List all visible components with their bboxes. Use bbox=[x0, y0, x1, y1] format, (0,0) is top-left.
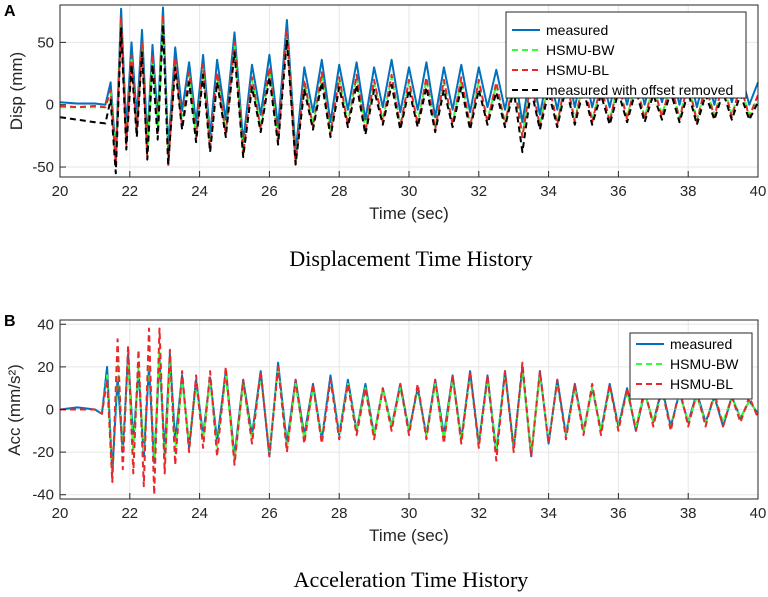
displacement-legend-label: HSMU-BL bbox=[546, 62, 609, 78]
displacement-caption: Displacement Time History bbox=[289, 246, 532, 271]
acceleration-y-tick-label: -20 bbox=[32, 444, 54, 461]
acceleration-x-tick-label: 22 bbox=[121, 505, 138, 522]
displacement-series-line-hsmu-bl bbox=[59, 14, 759, 168]
displacement-x-tick-label: 38 bbox=[680, 183, 697, 200]
displacement-x-tick-label: 26 bbox=[261, 183, 278, 200]
acceleration-x-tick-label: 38 bbox=[680, 505, 697, 522]
acceleration-x-tick-label: 28 bbox=[331, 505, 348, 522]
displacement-series-line-measured-with-offset-removed bbox=[59, 23, 759, 175]
acceleration-x-tick-label: 36 bbox=[610, 505, 627, 522]
displacement-x-tick-label: 20 bbox=[52, 183, 69, 200]
acceleration-x-tick-label: 40 bbox=[750, 505, 767, 522]
displacement-y-tick-label: 50 bbox=[37, 34, 54, 51]
acceleration-panel: B 20 22 24 26 28 30 32 34 36 38 40 -40 -20 0 20 40 Tim… bbox=[4, 313, 766, 592]
displacement-x-axis-label: Time (sec) bbox=[369, 204, 449, 223]
acceleration-x-tick-label: 30 bbox=[401, 505, 418, 522]
acceleration-y-axis-label: Acc (mm/s²) bbox=[5, 364, 24, 456]
displacement-legend-label: measured with offset removed bbox=[546, 82, 733, 98]
displacement-x-tick-label: 34 bbox=[540, 183, 557, 200]
acceleration-y-tick-label: 0 bbox=[46, 402, 54, 419]
displacement-legend: measured HSMU-BW HSMU-BL measured with offs… bbox=[505, 11, 747, 99]
displacement-x-ticks: 20 22 24 26 28 30 32 34 36 38 40 bbox=[52, 171, 767, 200]
displacement-x-tick-label: 40 bbox=[750, 183, 767, 200]
displacement-x-tick-label: 36 bbox=[610, 183, 627, 200]
acceleration-legend-label: measured bbox=[670, 336, 732, 352]
displacement-x-tick-label: 32 bbox=[470, 183, 487, 200]
acceleration-x-tick-label: 20 bbox=[52, 505, 69, 522]
displacement-x-tick-label: 28 bbox=[331, 183, 348, 200]
acceleration-series-line-hsmu-bl bbox=[60, 327, 759, 496]
acceleration-y-tick-label: -40 bbox=[32, 487, 54, 504]
displacement-legend-label: measured bbox=[546, 22, 608, 38]
displacement-y-ticks: -50 0 50 bbox=[32, 34, 66, 176]
displacement-y-axis-label: Disp (mm) bbox=[7, 52, 26, 130]
acceleration-y-ticks: -40 -20 0 20 40 bbox=[32, 316, 66, 504]
displacement-y-tick-label: -50 bbox=[32, 159, 54, 176]
acceleration-series-group bbox=[59, 327, 759, 496]
displacement-x-tick-label: 30 bbox=[401, 183, 418, 200]
acceleration-x-ticks: 20 22 24 26 28 30 32 34 36 38 40 bbox=[52, 493, 767, 522]
acceleration-y-tick-label: 20 bbox=[37, 359, 54, 376]
panel-a-letter: A bbox=[4, 3, 16, 20]
displacement-legend-box bbox=[505, 11, 747, 99]
displacement-y-tick-label: 0 bbox=[46, 97, 54, 114]
acceleration-legend-label: HSMU-BW bbox=[670, 356, 739, 372]
displacement-panel: A 20 22 24 26 28 30 32 34 36 38 40 -50 0 50 Time (se… bbox=[4, 3, 766, 271]
displacement-x-tick-label: 22 bbox=[121, 183, 138, 200]
acceleration-x-axis-label: Time (sec) bbox=[369, 526, 449, 545]
acceleration-x-tick-label: 26 bbox=[261, 505, 278, 522]
displacement-x-tick-label: 24 bbox=[191, 183, 208, 200]
acceleration-x-tick-label: 32 bbox=[470, 505, 487, 522]
acceleration-legend: measured HSMU-BW HSMU-BL bbox=[629, 332, 753, 400]
acceleration-legend-label: HSMU-BL bbox=[670, 376, 733, 392]
panel-b-letter: B bbox=[4, 313, 16, 330]
acceleration-caption: Acceleration Time History bbox=[294, 567, 529, 592]
acceleration-x-tick-label: 34 bbox=[540, 505, 557, 522]
acceleration-x-tick-label: 24 bbox=[191, 505, 208, 522]
acceleration-y-tick-label: 40 bbox=[37, 316, 54, 333]
displacement-legend-label: HSMU-BW bbox=[546, 42, 615, 58]
